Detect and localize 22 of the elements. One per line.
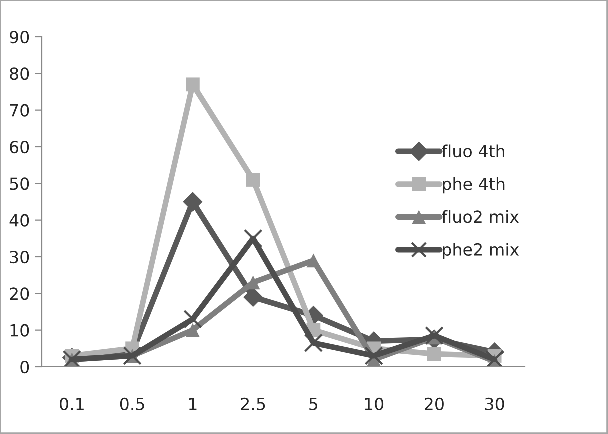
y-tick-label: 20 xyxy=(10,288,30,300)
x-tick-label: 2.5 xyxy=(241,398,266,410)
y-tick-label: 90 xyxy=(10,30,30,44)
y-tick-label: 30 xyxy=(10,250,30,264)
x-tick-label: 10 xyxy=(365,398,384,410)
y-tick-label: 50 xyxy=(10,178,30,190)
x-tick-label: 0.5 xyxy=(120,398,144,410)
y-tick-label: 70 xyxy=(10,104,30,117)
x-tick-label: 1 xyxy=(189,398,197,410)
x-tick-label: 30 xyxy=(485,398,504,410)
legend-label: phe 4th xyxy=(443,178,505,194)
y-tick-label: 80 xyxy=(10,68,30,80)
x-tick-label: 0.1 xyxy=(60,398,84,410)
x-tick-label: 20 xyxy=(425,398,444,410)
legend-label: fluo 4th xyxy=(442,144,504,158)
legend-label: phe2 mix xyxy=(443,243,520,260)
y-tick-label: 60 xyxy=(10,140,30,154)
x-tick-label: 5 xyxy=(310,398,318,410)
y-tick-label: 0 xyxy=(20,360,30,374)
y-tick-label: 40 xyxy=(10,214,30,227)
legend-label: fluo2 mix xyxy=(442,210,519,224)
y-tick-label: 10 xyxy=(10,324,30,337)
